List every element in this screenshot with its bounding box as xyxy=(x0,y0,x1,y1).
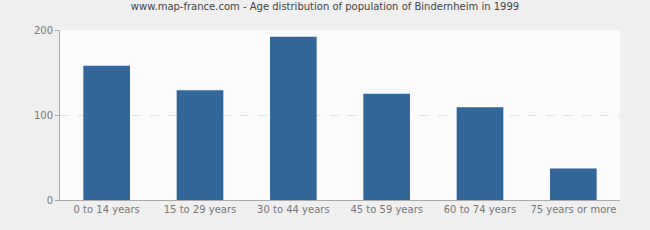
svg-text:www.map-france.com - Age distr: www.map-france.com - Age distribution of… xyxy=(131,1,519,12)
svg-text:0 to 14 years: 0 to 14 years xyxy=(74,204,140,215)
svg-text:45 to 59 years: 45 to 59 years xyxy=(350,204,423,215)
svg-text:0: 0 xyxy=(47,195,53,206)
svg-text:100: 100 xyxy=(34,110,53,121)
svg-text:15 to 29 years: 15 to 29 years xyxy=(164,204,237,215)
svg-text:75 years or more: 75 years or more xyxy=(530,204,616,215)
svg-text:200: 200 xyxy=(34,25,53,36)
svg-text:30 to 44 years: 30 to 44 years xyxy=(257,204,330,215)
svg-text:60 to 74 years: 60 to 74 years xyxy=(444,204,517,215)
